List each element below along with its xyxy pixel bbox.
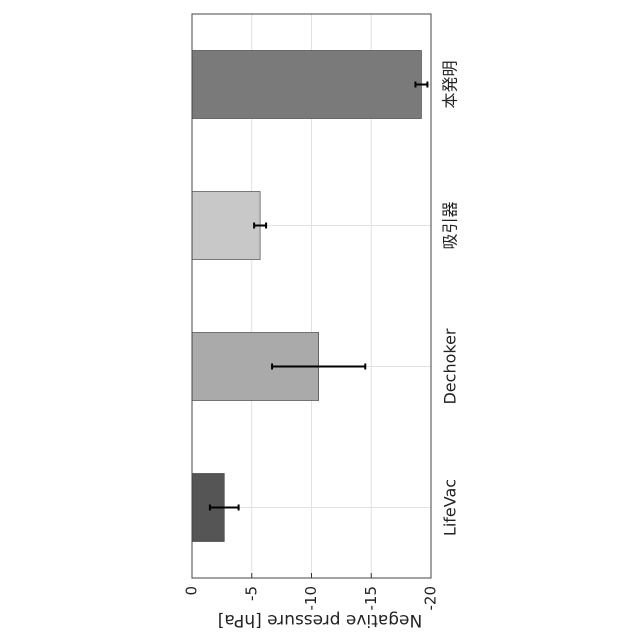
x-tick-label: LifeVac <box>441 479 460 536</box>
x-tick-label: Dechoker <box>441 328 460 404</box>
y-tick-label: 0 <box>183 586 201 596</box>
x-tick-label: 吸引器 <box>441 201 460 249</box>
bar <box>192 51 421 119</box>
y-tick-label: -15 <box>362 586 380 611</box>
y-tick-label: -5 <box>242 586 260 601</box>
chart: Negative pressure [hPa] 0 -5 -10 -15 -20 Life… <box>0 0 640 640</box>
x-tick-label: 本発明 <box>441 60 460 108</box>
y-axis-label: Negative pressure [hPa] <box>218 610 422 630</box>
y-tick-label: -10 <box>302 586 320 611</box>
bar <box>192 192 260 260</box>
y-tick-label: -20 <box>422 586 440 611</box>
rotated-chart: Negative pressure [hPa] 0 -5 -10 -15 -20 Life… <box>183 14 460 630</box>
